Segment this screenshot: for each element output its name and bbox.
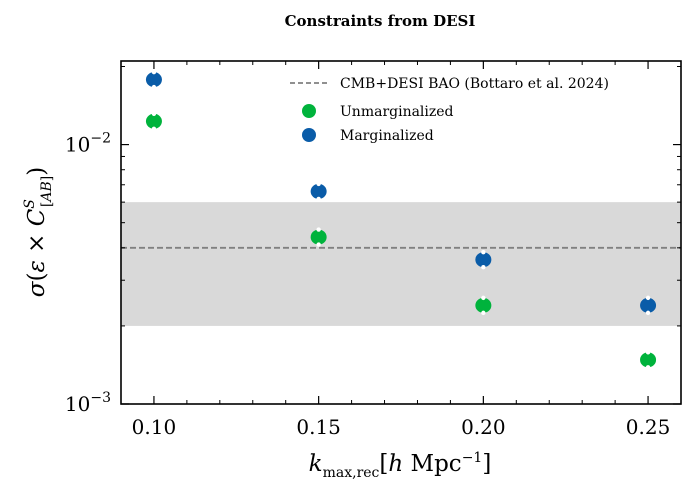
reference-band (121, 202, 681, 326)
point-notch-1-0-1 (151, 84, 157, 90)
point-unmarginalized-0 (145, 113, 162, 129)
svg-text:σ(ε × CS[AB]): σ(ε × CS[AB]) (22, 167, 55, 297)
point-notch-0-1-1 (316, 242, 321, 247)
legend-marker-marginalized (302, 128, 316, 142)
point-marginalized-0 (145, 72, 162, 88)
point-notch-1-1-0 (316, 181, 321, 187)
point-notch-1-2-0 (481, 249, 486, 255)
point-marginalized-2 (475, 252, 492, 268)
legend-marker-unmarginalized (302, 104, 316, 118)
x-tick-label: 0.25 (626, 415, 671, 439)
point-notch-0-3-1 (645, 365, 651, 370)
point-marginalized-3 (640, 297, 657, 313)
point-notch-1-2-1 (481, 264, 486, 270)
point-marginalized-1 (310, 183, 327, 199)
x-axis-label: kmax,rec[h Mpc−1] (309, 450, 492, 481)
point-notch-0-2-0 (481, 295, 486, 301)
legend: CMB+DESI BAO (Bottaro et al. 2024) Unmar… (290, 76, 609, 144)
legend-label-unmarginalized: Unmarginalized (340, 104, 454, 120)
point-notch-0-0-1 (151, 126, 157, 131)
axis-ticks: 0.10 0.15 0.20 0.25 10−3 10−2 (65, 61, 682, 439)
plot-frame (120, 60, 682, 405)
point-notch-1-0-0 (151, 69, 157, 75)
point-notch-0-1-0 (316, 227, 321, 232)
y-tick-label: 10−3 (65, 390, 111, 416)
point-unmarginalized-2 (475, 297, 492, 313)
point-notch-1-3-0 (645, 295, 651, 301)
svg-text:kmax,rec[h Mpc−1]: kmax,rec[h Mpc−1] (309, 450, 492, 481)
point-notch-1-3-1 (645, 310, 651, 316)
legend-label-marginalized: Marginalized (340, 128, 434, 144)
point-unmarginalized-1 (310, 229, 327, 245)
point-notch-0-3-0 (645, 350, 651, 355)
chart-title: Constraints from DESI (285, 12, 476, 30)
point-notch-0-0-0 (151, 111, 157, 116)
y-axis-label: σ(ε × CS[AB]) (22, 167, 55, 297)
data-points (145, 69, 657, 370)
legend-label-reference: CMB+DESI BAO (Bottaro et al. 2024) (340, 76, 609, 92)
point-notch-1-1-1 (316, 196, 321, 202)
y-tick-label: 10−2 (65, 131, 111, 157)
point-notch-0-2-1 (481, 310, 486, 316)
plot-area: 0.10 0.15 0.20 0.25 10−3 10−2 (65, 60, 682, 439)
point-unmarginalized-3 (640, 352, 657, 368)
x-tick-label: 0.10 (132, 415, 177, 439)
x-tick-label: 0.15 (296, 415, 341, 439)
x-tick-label: 0.20 (461, 415, 506, 439)
